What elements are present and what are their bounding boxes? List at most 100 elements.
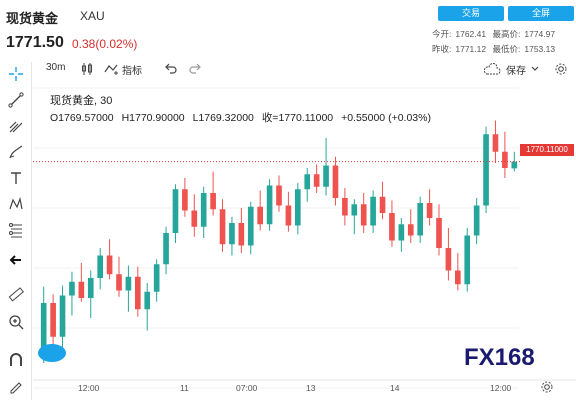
candle-body xyxy=(200,193,207,227)
candle-body xyxy=(313,174,320,187)
indicators-button[interactable]: 指标 xyxy=(122,66,142,77)
candle-body xyxy=(426,203,433,218)
save-button[interactable]: 保存 xyxy=(506,66,526,77)
x-tick-label: 07:00 xyxy=(236,383,258,393)
lock-drawing-icon[interactable] xyxy=(7,378,25,396)
candle-body xyxy=(69,281,75,296)
interval-selector[interactable]: 30m xyxy=(46,62,66,73)
crosshair-icon[interactable] xyxy=(7,66,25,84)
candle-body xyxy=(116,274,122,291)
candle-type-icon[interactable] xyxy=(80,62,94,79)
candlestick-chart[interactable] xyxy=(33,80,576,400)
save-dropdown-icon[interactable] xyxy=(530,62,540,79)
candle xyxy=(455,253,461,291)
candle xyxy=(398,218,405,252)
instrument-title: 现货黄金 xyxy=(6,11,59,26)
candle-body xyxy=(464,235,471,285)
candle xyxy=(323,138,329,196)
fullscreen-button[interactable]: 全屏 xyxy=(508,6,574,21)
high-label: 最高价: xyxy=(492,29,521,39)
chart-settings-gear-icon[interactable] xyxy=(540,380,554,397)
drawing-tools-sidebar xyxy=(0,62,32,400)
indicators-icon[interactable] xyxy=(104,62,120,79)
candle-body xyxy=(351,204,358,216)
candle-body xyxy=(210,193,216,210)
fibonacci-icon[interactable] xyxy=(7,222,25,240)
zoom-in-icon[interactable] xyxy=(7,314,25,332)
fx168-watermark-logo: FX168 xyxy=(464,344,535,371)
cloud-icon[interactable] xyxy=(38,344,66,362)
magnet-icon[interactable] xyxy=(7,352,25,370)
candle-body xyxy=(492,134,499,152)
quote-header: 现货黄金 XAU 1771.50 0.38(0.02%) 交易 全屏 今开: 17… xyxy=(0,0,576,62)
candle-body xyxy=(407,224,414,236)
series-name: 现货黄金, 30 xyxy=(50,95,113,107)
trend-line-icon[interactable] xyxy=(7,92,25,110)
x-tick-label: 11 xyxy=(180,383,189,393)
candle-body xyxy=(97,255,103,278)
candle xyxy=(87,270,94,318)
low-value: 1753.13 xyxy=(524,44,556,54)
pattern-icon[interactable] xyxy=(7,196,25,214)
candle-body xyxy=(163,233,169,265)
candle-body xyxy=(511,161,518,169)
candle-body xyxy=(502,151,508,168)
candle-body xyxy=(360,204,367,226)
candle xyxy=(436,204,442,256)
candle xyxy=(144,283,151,331)
candle xyxy=(163,226,169,275)
candle xyxy=(332,156,339,206)
candle xyxy=(304,168,311,202)
undo-icon[interactable] xyxy=(164,62,178,79)
candle xyxy=(125,265,132,312)
legend-open: O1769.57000 xyxy=(50,112,114,124)
candle-body xyxy=(153,264,160,292)
ohlc-legend: O1769.57000 H1770.90000 L1769.32000 收=17… xyxy=(50,110,436,125)
candle-body xyxy=(106,255,113,275)
candle-body xyxy=(59,295,66,337)
brush-icon[interactable] xyxy=(7,144,25,162)
settings-gear-icon[interactable] xyxy=(554,62,568,79)
x-tick-label: 12:00 xyxy=(490,383,512,393)
x-tick-label: 13 xyxy=(306,383,316,393)
prev-close-label: 昨收: xyxy=(432,44,452,54)
back-arrow-icon[interactable] xyxy=(7,252,25,270)
candle xyxy=(172,184,179,243)
candle xyxy=(191,194,198,237)
candle-body xyxy=(483,134,489,206)
ruler-icon[interactable] xyxy=(7,286,25,304)
candle xyxy=(276,175,282,212)
candle-body xyxy=(389,213,395,241)
candle-body xyxy=(379,196,386,213)
candle xyxy=(502,131,508,178)
pitchfork-icon[interactable] xyxy=(7,118,25,136)
legend-high: H1770.90000 xyxy=(121,112,185,124)
candle xyxy=(473,198,480,245)
prev-close-value: 1771.12 xyxy=(455,44,487,54)
candle xyxy=(78,263,85,302)
legend-change: +0.55000 (+0.03%) xyxy=(341,112,431,124)
candle xyxy=(426,189,433,226)
candle xyxy=(106,239,113,280)
candle-body xyxy=(295,189,301,226)
candle xyxy=(219,199,226,252)
candle-body xyxy=(436,218,442,248)
open-value: 1762.41 xyxy=(455,29,487,39)
trade-button[interactable]: 交易 xyxy=(438,6,504,21)
candle xyxy=(483,126,489,213)
watermark-text: FX168 xyxy=(464,344,535,371)
cloud-save-icon[interactable] xyxy=(483,62,501,79)
text-tool-icon[interactable] xyxy=(7,170,25,188)
candle xyxy=(492,120,499,163)
candle-body xyxy=(473,205,480,236)
candle-body xyxy=(342,198,348,216)
last-price: 1771.50 xyxy=(6,34,64,51)
candle xyxy=(97,248,103,290)
candle xyxy=(342,188,348,226)
candle-body xyxy=(445,248,452,271)
candle xyxy=(59,285,66,351)
candle-body xyxy=(332,165,339,198)
redo-icon[interactable] xyxy=(188,62,202,79)
candle-body xyxy=(257,206,263,225)
candle xyxy=(210,171,216,216)
